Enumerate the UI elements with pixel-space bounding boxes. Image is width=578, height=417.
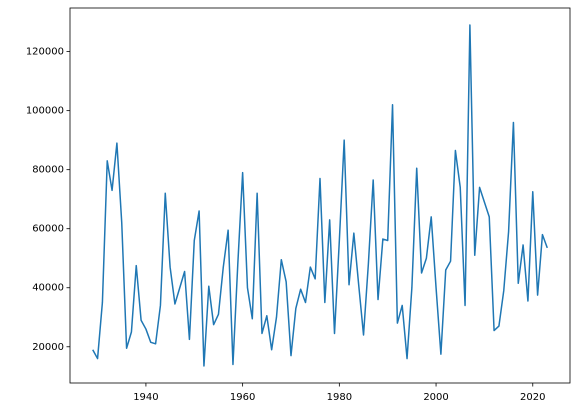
- x-tick-label: 2020: [520, 392, 545, 403]
- y-tick-label: 40000: [32, 283, 64, 294]
- line-series: [92, 24, 548, 367]
- y-tick-label: 20000: [32, 342, 64, 353]
- y-tick-label: 100000: [26, 106, 64, 117]
- x-tick-label: 1980: [327, 392, 352, 403]
- y-tick-label: 120000: [26, 47, 64, 58]
- x-tick-label: 1960: [230, 392, 255, 403]
- y-tick-label: 80000: [32, 165, 64, 176]
- y-tick-label: 60000: [32, 224, 64, 235]
- axes-frame: [69, 7, 571, 384]
- x-tick-label: 1940: [133, 392, 158, 403]
- x-tick-label: 2000: [423, 392, 448, 403]
